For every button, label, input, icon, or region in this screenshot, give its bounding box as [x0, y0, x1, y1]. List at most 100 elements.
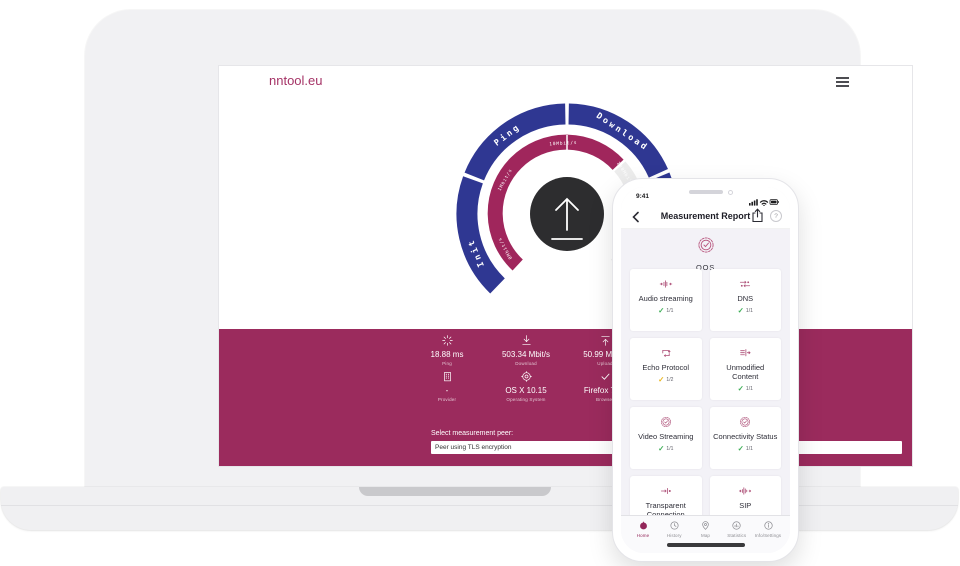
statistics-icon	[732, 521, 741, 530]
qos-section-header: QOS	[621, 235, 790, 272]
status-icons	[749, 193, 779, 211]
stat-value: 503.34 Mbit/s	[501, 350, 551, 359]
stat-value: 18.88 ms	[430, 350, 464, 359]
card-result: 1/1	[745, 385, 753, 392]
tab-label: Info/Settings	[754, 532, 782, 538]
card-video-streaming[interactable]: Video Streaming ✓ 1/1	[630, 407, 702, 469]
stat-label: Upload	[597, 361, 613, 367]
unmodified-content-icon	[736, 345, 754, 360]
phone-header: 9:41	[621, 187, 790, 229]
stat-upload: 50.99 Mbit/s Upload	[566, 334, 645, 366]
share-icon[interactable]	[751, 208, 764, 223]
connectivity-status-icon	[736, 414, 754, 429]
battery-icon	[769, 199, 779, 205]
laptop-screen: nntool.eu	[218, 65, 913, 467]
check-icon: ✓	[658, 306, 665, 315]
laptop-base-seam	[1, 505, 958, 506]
peer-select-label: Select measurement peer:	[431, 430, 514, 437]
stat-value: 50.99 Mbit/s	[583, 350, 627, 359]
site-header: nntool.eu	[219, 66, 912, 100]
sip-icon	[736, 483, 754, 498]
stat-download: 503.34 Mbit/s Download	[487, 334, 566, 366]
results-band: 18.88 ms Ping 503.34 Mbit/s Download	[219, 329, 912, 466]
stat-ping: 18.88 ms Ping	[408, 334, 487, 366]
transparent-connection-icon	[657, 483, 675, 498]
chevron-left-icon[interactable]	[630, 210, 642, 223]
card-title: SIP	[739, 501, 752, 510]
card-title: DNS	[737, 294, 754, 303]
card-connectivity-status[interactable]: Connectivity Status ✓ 1/1	[709, 407, 781, 469]
upload-arrow-icon	[530, 177, 604, 251]
phone-frame: 9:41	[612, 178, 799, 562]
stat-value: -	[445, 386, 449, 396]
tab-bar: Home History Map	[621, 515, 790, 553]
tab-label: Statistics	[727, 532, 747, 538]
site-logo[interactable]: nntool.eu	[269, 73, 323, 88]
gauge-scale-10: 10Mbit/s	[549, 140, 577, 147]
check-icon: ✓	[737, 384, 744, 393]
card-result: 1/1	[745, 445, 753, 452]
provider-icon	[408, 370, 487, 383]
laptop-base-notch	[359, 487, 551, 496]
page-title: Measurement Report	[660, 211, 751, 221]
check-icon: ✓	[658, 444, 665, 453]
card-result: 1/2	[666, 376, 674, 383]
card-result: 1/1	[745, 307, 753, 314]
tab-label: Map	[700, 532, 711, 538]
home-indicator[interactable]	[666, 542, 745, 547]
hamburger-icon[interactable]	[836, 77, 849, 89]
os-icon	[487, 370, 566, 383]
tab-statistics[interactable]: Statistics	[722, 520, 752, 538]
video-streaming-icon	[657, 414, 675, 429]
map-icon	[702, 521, 709, 530]
status-time: 9:41	[636, 193, 650, 200]
card-result: 1/1	[666, 307, 674, 314]
stat-value: Firefox 76.0	[583, 386, 627, 396]
card-dns[interactable]: DNS ✓ 1/1	[709, 269, 781, 331]
navbar: Measurement Report ?	[621, 205, 790, 229]
cellular-icon	[749, 199, 758, 206]
card-title: Video Streaming	[638, 432, 694, 441]
stat-label: Operating System	[506, 397, 546, 403]
qos-title: QOS	[695, 263, 716, 272]
stat-provider: - Provider	[408, 370, 487, 411]
card-result: 1/1	[666, 445, 674, 452]
tab-label: History	[666, 532, 682, 538]
wifi-icon	[759, 200, 769, 205]
tab-home[interactable]: Home	[628, 520, 658, 538]
browser-check-icon	[566, 370, 645, 383]
stat-os: OS X 10.15 Operating System	[487, 370, 566, 411]
history-icon	[670, 521, 679, 530]
ping-icon	[408, 334, 487, 347]
info-settings-icon	[763, 521, 773, 530]
stat-label: Download	[515, 361, 537, 367]
tab-history[interactable]: History	[659, 520, 689, 538]
check-icon: ✓	[737, 306, 744, 315]
tab-map[interactable]: Map	[691, 520, 721, 538]
audio-streaming-icon	[657, 276, 675, 291]
card-title: Unmodified Content	[726, 363, 765, 381]
card-audio-streaming[interactable]: Audio streaming ✓ 1/1	[630, 269, 702, 331]
phone-screen: 9:41	[621, 187, 790, 553]
tab-label: Home	[636, 532, 650, 538]
card-title: Echo Protocol	[642, 363, 690, 372]
stat-label: Provider	[437, 397, 457, 403]
help-icon[interactable]: ?	[770, 210, 782, 222]
card-title: Transparent Connection	[645, 501, 686, 519]
tab-info-settings[interactable]: Info/Settings	[753, 520, 783, 538]
download-icon	[487, 334, 566, 347]
camera-icon	[727, 190, 733, 195]
check-icon: ✓	[658, 375, 665, 384]
card-unmodified-content[interactable]: Unmodified Content ✓ 1/1	[709, 338, 781, 400]
home-icon	[639, 521, 647, 530]
stat-value: OS X 10.15	[505, 386, 547, 396]
card-echo-protocol[interactable]: Echo Protocol ✓ 1/2	[630, 338, 702, 400]
dns-icon	[736, 276, 754, 291]
qos-card-grid: Audio streaming ✓ 1/1 DNS ✓ 1/1	[630, 269, 781, 538]
card-title: Audio streaming	[638, 294, 693, 303]
stat-label: Browser	[596, 397, 614, 403]
echo-protocol-icon	[657, 345, 675, 360]
stat-label: Ping	[442, 361, 452, 367]
check-icon: ✓	[737, 444, 744, 453]
